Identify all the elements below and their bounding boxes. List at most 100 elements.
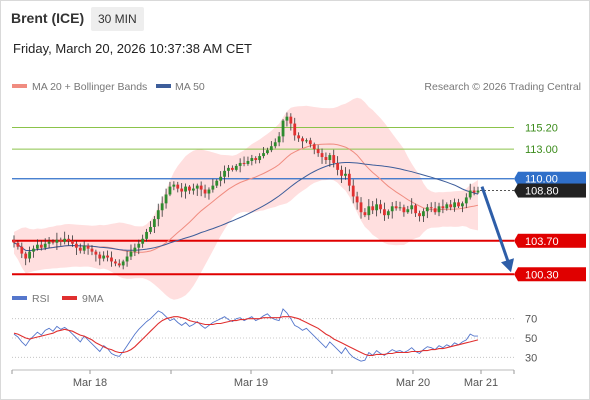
candle bbox=[355, 191, 359, 210]
candle bbox=[47, 236, 51, 249]
candle bbox=[258, 153, 262, 164]
candle bbox=[168, 181, 172, 197]
candle bbox=[422, 208, 425, 223]
candle bbox=[277, 132, 281, 147]
candle bbox=[410, 198, 414, 214]
level-tag-110.00 bbox=[518, 171, 586, 186]
level-label-100.30: 100.30 bbox=[525, 269, 559, 281]
candle bbox=[176, 181, 180, 193]
candle bbox=[433, 201, 437, 215]
candle bbox=[425, 204, 429, 219]
level-label-113.00: 113.00 bbox=[525, 144, 558, 156]
level-tag-103.70 bbox=[518, 233, 586, 248]
candle bbox=[418, 210, 421, 222]
candle bbox=[367, 199, 371, 220]
candle bbox=[137, 239, 141, 255]
candle bbox=[461, 201, 464, 213]
rsi-tick-70: 70 bbox=[525, 314, 537, 326]
rsi-legend-swatch bbox=[12, 296, 27, 300]
candle bbox=[215, 179, 219, 189]
x-tick-label: Mar 20 bbox=[396, 377, 430, 389]
level-lines bbox=[12, 127, 514, 276]
candle bbox=[71, 235, 74, 247]
candle bbox=[402, 204, 406, 217]
candle bbox=[332, 149, 336, 168]
candle bbox=[437, 202, 441, 217]
candle bbox=[133, 243, 137, 257]
candle bbox=[113, 259, 117, 267]
candle bbox=[102, 251, 106, 262]
rsi-tick-30: 30 bbox=[525, 352, 537, 364]
candle bbox=[90, 245, 94, 256]
candle bbox=[285, 112, 289, 127]
candle bbox=[344, 167, 347, 180]
candle bbox=[188, 185, 191, 195]
candle bbox=[191, 183, 195, 195]
ma9-legend-swatch bbox=[62, 296, 77, 300]
forecast-arrow bbox=[480, 186, 514, 273]
candle bbox=[414, 203, 418, 217]
candle bbox=[320, 148, 324, 164]
candle bbox=[184, 183, 187, 199]
candle bbox=[273, 138, 277, 149]
candle bbox=[453, 198, 457, 212]
candle bbox=[363, 208, 367, 218]
candle bbox=[281, 119, 285, 143]
candle bbox=[141, 234, 145, 248]
candle bbox=[472, 186, 476, 196]
candle bbox=[180, 183, 184, 198]
candle bbox=[379, 199, 382, 214]
rsi-legend-label: RSI bbox=[32, 293, 50, 305]
candle bbox=[371, 200, 375, 215]
x-tick-label: Mar 21 bbox=[464, 377, 498, 389]
candle bbox=[457, 198, 460, 208]
candle bbox=[308, 137, 312, 148]
timestamp: Friday, March 20, 2026 10:37:38 AM CET bbox=[13, 41, 252, 56]
candle bbox=[63, 231, 67, 245]
candle bbox=[82, 240, 86, 255]
candle bbox=[203, 184, 207, 198]
candle bbox=[312, 142, 316, 155]
candle bbox=[246, 156, 250, 166]
candle bbox=[145, 228, 148, 242]
candle bbox=[386, 209, 390, 219]
candle bbox=[195, 183, 199, 196]
candle bbox=[293, 117, 297, 141]
candle bbox=[254, 156, 258, 164]
timeframe-badge[interactable]: 30 MIN bbox=[91, 7, 144, 31]
candle bbox=[164, 188, 168, 209]
candle bbox=[78, 243, 82, 254]
candle bbox=[359, 197, 363, 219]
candle bbox=[156, 203, 160, 227]
candle bbox=[211, 178, 215, 193]
candle bbox=[297, 132, 301, 142]
candle bbox=[230, 165, 234, 172]
candle bbox=[383, 202, 386, 221]
forecast-arrow-shaft bbox=[480, 186, 511, 265]
candle bbox=[347, 169, 351, 192]
rsi-series-9ma bbox=[13, 316, 479, 356]
candle bbox=[429, 202, 433, 213]
level-label-108.80: 108.80 bbox=[525, 186, 559, 198]
x-axis: Mar 18 Mar 19 Mar 20 Mar 21 bbox=[11, 370, 515, 389]
level-label-103.70: 103.70 bbox=[525, 236, 559, 248]
candle bbox=[16, 240, 20, 250]
candle bbox=[219, 171, 223, 187]
candle bbox=[207, 187, 211, 200]
candle bbox=[32, 245, 35, 258]
candle bbox=[121, 259, 125, 270]
ma20-legend-swatch bbox=[12, 84, 27, 88]
candle bbox=[129, 244, 133, 260]
candle bbox=[266, 147, 269, 155]
candle bbox=[476, 186, 480, 195]
ma20-legend-label: MA 20 + Bollinger Bands bbox=[32, 81, 147, 93]
candle bbox=[316, 145, 320, 157]
candle bbox=[464, 193, 468, 209]
forecast-arrow-head bbox=[501, 258, 514, 273]
candle bbox=[51, 239, 55, 245]
candle bbox=[238, 158, 242, 173]
candle bbox=[301, 136, 304, 148]
candle bbox=[269, 141, 273, 153]
candle bbox=[390, 202, 394, 219]
